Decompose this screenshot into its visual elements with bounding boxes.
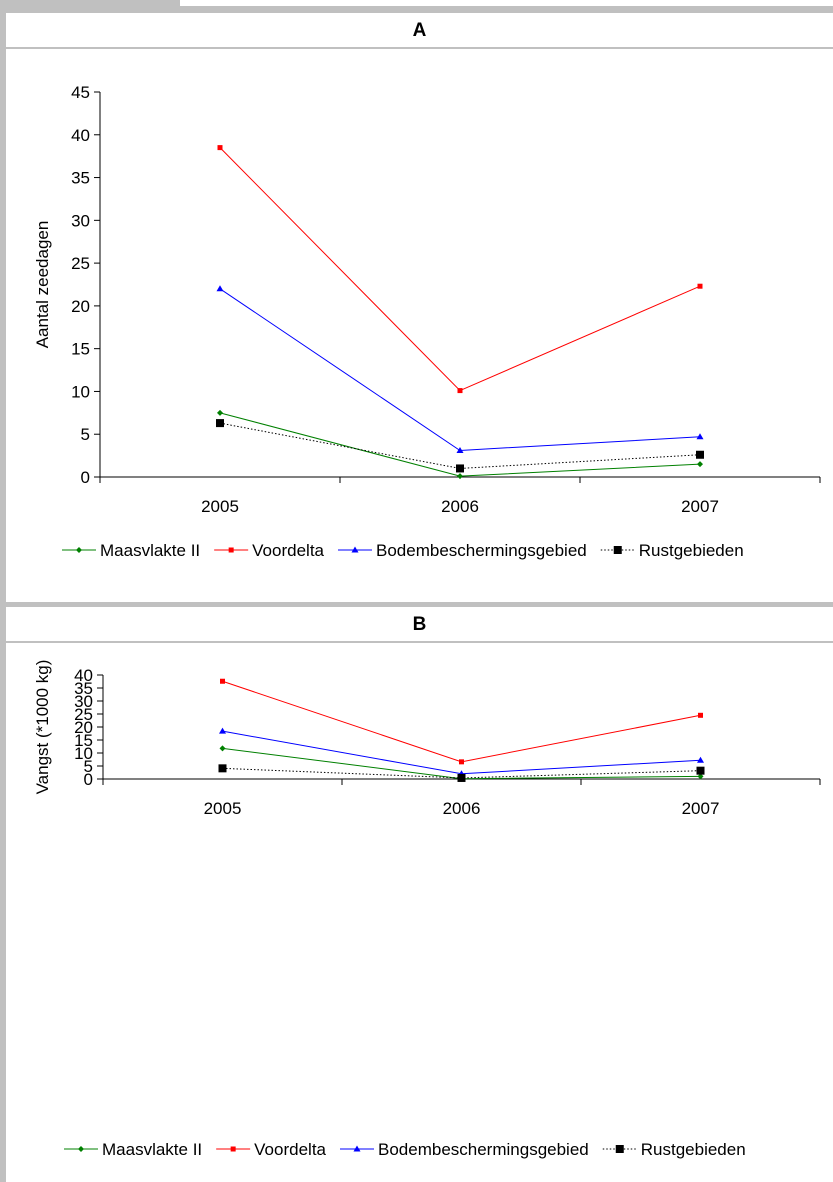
data-point-rustgebieden bbox=[216, 419, 224, 428]
y-tick-label: 35 bbox=[71, 169, 90, 188]
y-tick-label: 5 bbox=[81, 425, 90, 444]
series-line-rustgebieden bbox=[219, 422, 701, 469]
x-tick-label: 2005 bbox=[204, 799, 242, 818]
y-tick-label: 20 bbox=[74, 718, 93, 737]
y-tick-label: 15 bbox=[71, 340, 90, 359]
cropped-caption-fragment bbox=[180, 0, 833, 6]
legend-label-bodembeschermingsgebied: Bodembeschermingsgebied bbox=[378, 1140, 589, 1159]
data-point-rustgebieden bbox=[696, 766, 705, 775]
data-point-rustgebieden bbox=[218, 764, 227, 773]
y-tick-label: 45 bbox=[71, 83, 90, 102]
legend-marker-voordelta bbox=[230, 1146, 236, 1152]
y-tick-label: 25 bbox=[74, 705, 93, 724]
y-tick-label: 15 bbox=[74, 731, 93, 750]
legend-label-maasvlakte-ii: Maasvlakte II bbox=[102, 1140, 202, 1159]
data-point-voordelta bbox=[698, 712, 703, 718]
panel-a-label: A bbox=[6, 13, 833, 47]
chart-panel-a bbox=[6, 49, 833, 602]
y-tick-label: 0 bbox=[81, 468, 90, 487]
data-point-rustgebieden bbox=[456, 464, 464, 473]
data-point-maasvlakte-ii bbox=[457, 473, 463, 480]
x-tick-label: 2006 bbox=[441, 497, 479, 516]
y-tick-label: 30 bbox=[74, 692, 93, 711]
series-line-bodembeschermingsgebied bbox=[222, 730, 701, 775]
panel-b-label: B bbox=[6, 607, 833, 641]
legend-label-rustgebieden: Rustgebieden bbox=[641, 1140, 746, 1159]
data-point-bodembeschermingsgebied bbox=[219, 727, 226, 734]
legend-label-rustgebieden: Rustgebieden bbox=[639, 541, 744, 560]
x-tick-label: 2006 bbox=[443, 799, 481, 818]
y-tick-label: 40 bbox=[74, 666, 93, 685]
legend-label-bodembeschermingsgebied: Bodembeschermingsgebied bbox=[376, 541, 587, 560]
legend-marker-bodembeschermingsgebied bbox=[353, 1145, 361, 1152]
x-tick-label: 2007 bbox=[681, 497, 719, 516]
legend-marker-maasvlakte-ii bbox=[78, 1146, 84, 1152]
data-point-voordelta bbox=[217, 145, 223, 151]
legend-marker-bodembeschermingsgebied bbox=[351, 546, 359, 553]
legend-label-voordelta: Voordelta bbox=[254, 1140, 326, 1159]
data-point-bodembeschermingsgebied bbox=[696, 433, 704, 440]
data-point-bodembeschermingsgebied bbox=[697, 756, 704, 763]
data-point-maasvlakte-ii bbox=[217, 409, 223, 416]
x-tick-label: 2005 bbox=[201, 497, 239, 516]
y-tick-label: 40 bbox=[71, 126, 90, 145]
y-tick-label: 10 bbox=[71, 382, 90, 401]
data-point-maasvlakte-ii bbox=[697, 773, 704, 780]
y-tick-label: 5 bbox=[84, 757, 93, 776]
data-point-voordelta bbox=[457, 388, 463, 394]
data-point-voordelta bbox=[697, 283, 703, 289]
y-tick-label: 10 bbox=[74, 744, 93, 763]
data-point-bodembeschermingsgebied bbox=[216, 285, 224, 292]
legend-marker-maasvlakte-ii bbox=[76, 547, 82, 553]
data-point-voordelta bbox=[220, 678, 225, 684]
y-axis-title: Vangst (*1000 kg) bbox=[33, 660, 52, 795]
y-axis-title: Aantal zeedagen bbox=[33, 221, 52, 349]
y-tick-label: 20 bbox=[71, 297, 90, 316]
x-tick-label: 2007 bbox=[682, 799, 720, 818]
data-point-rustgebieden bbox=[457, 773, 466, 782]
data-point-maasvlakte-ii bbox=[219, 745, 226, 752]
legend-label-maasvlakte-ii: Maasvlakte II bbox=[100, 541, 200, 560]
legend-marker-rustgebieden bbox=[613, 546, 622, 554]
y-tick-label: 25 bbox=[71, 254, 90, 273]
chart-panel-b bbox=[6, 643, 833, 1182]
data-point-bodembeschermingsgebied bbox=[456, 446, 464, 453]
legend-label-voordelta: Voordelta bbox=[252, 541, 324, 560]
legend-marker-rustgebieden bbox=[615, 1145, 624, 1153]
y-tick-label: 30 bbox=[71, 211, 90, 230]
series-line-voordelta bbox=[222, 680, 701, 763]
data-point-maasvlakte-ii bbox=[697, 461, 703, 468]
y-tick-label: 0 bbox=[84, 770, 93, 789]
y-tick-label: 35 bbox=[74, 679, 93, 698]
legend-marker-voordelta bbox=[228, 547, 234, 553]
data-point-rustgebieden bbox=[696, 450, 704, 459]
data-point-voordelta bbox=[459, 759, 464, 765]
